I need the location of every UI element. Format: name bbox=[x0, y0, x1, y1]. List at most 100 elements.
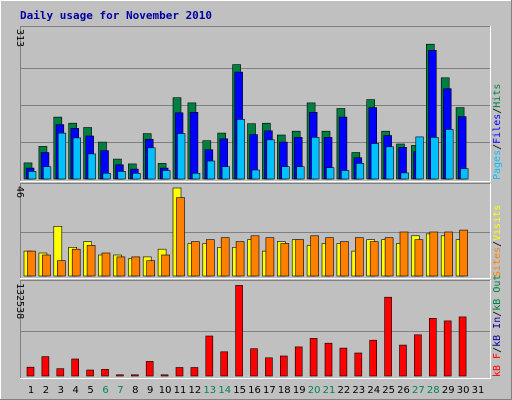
x-tick-label-day-2: 2 bbox=[43, 385, 49, 396]
bar-pages-day-18 bbox=[281, 166, 290, 180]
chart-panels: 313Pages/Files/Hits46Sites/Visits132538k… bbox=[14, 26, 503, 379]
bar-pages-day-29 bbox=[445, 129, 454, 180]
bar-sites-day-25 bbox=[384, 237, 394, 277]
bar-pages-day-8 bbox=[132, 173, 141, 180]
bar-kb-f-day-1 bbox=[26, 366, 35, 377]
bar-kb-f-day-15 bbox=[235, 285, 243, 377]
y-axis-max-label: 132538 bbox=[14, 283, 25, 319]
bar-kb-f-day-11 bbox=[175, 367, 184, 377]
bar-kb-f-day-21 bbox=[324, 342, 333, 377]
x-tick-label-day-13: 13 bbox=[203, 385, 216, 396]
bar-pages-day-6 bbox=[102, 173, 111, 180]
x-tick-label-day-26: 26 bbox=[397, 385, 410, 396]
chart-title: Daily usage for November 2010 bbox=[20, 9, 212, 22]
x-tick-label-day-8: 8 bbox=[132, 385, 138, 396]
panel-legend: Pages/Files/Hits bbox=[492, 84, 503, 180]
bar-kb-f-day-6 bbox=[101, 368, 109, 377]
bar-pages-day-1 bbox=[28, 171, 37, 180]
x-tick-label-day-17: 17 bbox=[263, 385, 276, 396]
bar-sites-day-28 bbox=[429, 231, 439, 277]
bar-pages-day-10 bbox=[162, 170, 171, 180]
bar-pages-day-17 bbox=[266, 139, 275, 180]
bar-sites-day-5 bbox=[86, 245, 96, 277]
legend-entry-1: / bbox=[492, 347, 503, 353]
bar-kb-f-day-28 bbox=[428, 317, 437, 377]
x-axis-day-labels: 1 2 3 4 5 6 7 8 9 10 11 12 13 14 15 16 17 18 19 20 21 22 23 24 2… bbox=[28, 385, 485, 396]
bar-kb-f-day-19 bbox=[294, 346, 303, 377]
bar-sites-day-4 bbox=[71, 248, 81, 277]
bar-pages-day-27 bbox=[415, 136, 424, 180]
bar-sites-day-21 bbox=[325, 237, 334, 277]
x-tick-label-day-1: 1 bbox=[28, 385, 34, 396]
bar-kb-f-day-23 bbox=[354, 352, 363, 377]
bar-pages-day-2 bbox=[42, 166, 52, 180]
x-tick-label-day-25: 25 bbox=[382, 385, 395, 396]
y-axis-max-label: 313 bbox=[14, 29, 25, 47]
x-tick-label-day-27: 27 bbox=[412, 385, 425, 396]
bar-kb-f-day-4 bbox=[71, 358, 79, 377]
bar-sites-day-24 bbox=[369, 241, 379, 277]
bar-pages-day-14 bbox=[221, 166, 231, 180]
bar-pages-day-28 bbox=[430, 137, 439, 180]
legend-entry-2: Files bbox=[492, 114, 503, 144]
bar-sites-day-9 bbox=[146, 260, 155, 277]
bar-kb-f-day-7 bbox=[116, 374, 124, 377]
bar-pages-day-5 bbox=[87, 153, 96, 180]
bar-sites-day-26 bbox=[399, 231, 409, 277]
bar-sites-day-13 bbox=[206, 239, 215, 277]
x-tick-label-day-19: 19 bbox=[293, 385, 306, 396]
bar-sites-day-27 bbox=[414, 239, 424, 277]
x-tick-label-day-20: 20 bbox=[308, 385, 321, 396]
x-tick-label-day-18: 18 bbox=[278, 385, 291, 396]
bar-pages-day-11 bbox=[177, 133, 186, 180]
bar-kb-f-day-22 bbox=[339, 347, 348, 377]
chart-panel-2: 46 Sites/Visits bbox=[14, 183, 503, 279]
bar-kb-f-day-9 bbox=[145, 361, 154, 377]
legend-entry-2: kB In bbox=[492, 317, 503, 347]
legend-entry-0: Sites bbox=[492, 247, 503, 277]
x-tick-label-day-29: 29 bbox=[442, 385, 455, 396]
bar-kb-f-day-20 bbox=[309, 338, 318, 377]
bar-sites-day-30 bbox=[459, 229, 468, 277]
x-tick-label-day-14: 14 bbox=[218, 385, 231, 396]
x-tick-label-day-9: 9 bbox=[147, 385, 153, 396]
x-tick-label-day-23: 23 bbox=[352, 385, 365, 396]
bar-pages-day-30 bbox=[460, 168, 469, 180]
panel-legend: Sites/Visits bbox=[492, 205, 503, 277]
x-tick-label-day-11: 11 bbox=[174, 385, 187, 396]
bar-pages-day-24 bbox=[370, 143, 380, 180]
bar-sites-day-6 bbox=[101, 252, 111, 277]
bar-sites-day-12 bbox=[191, 241, 200, 277]
bar-kb-f-day-8 bbox=[131, 374, 139, 377]
bar-kb-f-day-12 bbox=[190, 367, 199, 377]
bar-sites-day-29 bbox=[444, 231, 454, 277]
bar-sites-day-18 bbox=[280, 243, 290, 277]
bar-pages-day-19 bbox=[296, 166, 305, 180]
legend-entry-4: Hits bbox=[492, 84, 503, 108]
x-tick-label-day-24: 24 bbox=[367, 385, 380, 396]
x-tick-label-day-31: 31 bbox=[472, 385, 485, 396]
legend-entry-0: Pages bbox=[492, 150, 503, 180]
x-tick-label-day-28: 28 bbox=[427, 385, 440, 396]
bar-kb-f-day-17 bbox=[265, 357, 273, 377]
y-axis-max-label: 46 bbox=[14, 186, 25, 198]
x-tick-label-day-16: 16 bbox=[248, 385, 261, 396]
x-tick-label-day-6: 6 bbox=[102, 385, 108, 396]
bar-sites-day-20 bbox=[310, 235, 319, 277]
bar-files-day-12 bbox=[189, 112, 199, 180]
bar-pages-day-12 bbox=[192, 173, 201, 180]
bar-kb-f-day-30 bbox=[458, 316, 467, 377]
bar-sites-day-8 bbox=[131, 256, 141, 277]
bar-files-day-22 bbox=[338, 116, 348, 180]
bar-kb-f-day-18 bbox=[279, 355, 288, 377]
bar-pages-day-9 bbox=[147, 147, 156, 180]
legend-entry-1: / bbox=[492, 144, 503, 150]
bar-kb-f-day-16 bbox=[250, 348, 258, 377]
panel-legend: kB F/kB In/kB Out bbox=[492, 275, 503, 377]
x-tick-label-day-21: 21 bbox=[323, 385, 336, 396]
bar-sites-day-10 bbox=[161, 254, 170, 277]
x-tick-label-day-22: 22 bbox=[338, 385, 351, 396]
x-tick-label-day-4: 4 bbox=[73, 385, 79, 396]
